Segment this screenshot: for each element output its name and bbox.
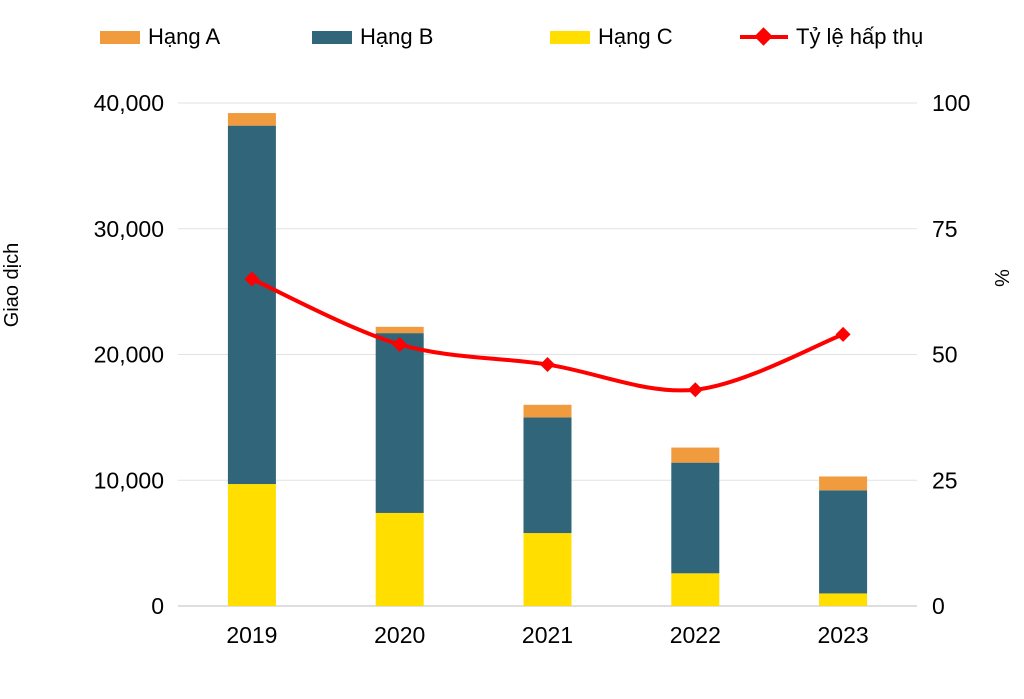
right-tick-25: 25 [932, 467, 958, 493]
legend-label-hang-b: Hạng B [360, 24, 434, 49]
legend-item-ty-le-hap-thu: Tỷ lệ hấp thụ [740, 24, 923, 50]
x-axis-label-2022: 2022 [670, 622, 721, 648]
bar-segment-2022-1 [671, 462, 720, 574]
bar-segment-2021-1 [523, 417, 572, 534]
bars [227, 113, 868, 606]
legend-swatch-hang-c [550, 30, 590, 44]
bar-segment-2019-0 [227, 113, 276, 126]
absorption-rate-line [244, 271, 851, 398]
right-tick-50: 50 [932, 342, 958, 368]
right-tick-0: 0 [932, 593, 945, 619]
legend-swatch-hang-a [100, 30, 140, 44]
chart-legend: Hạng A Hạng B Hạng C Tỷ lệ hấp thụ [0, 0, 1024, 60]
bar-segment-2023-2 [819, 593, 868, 606]
line-marker-2023 [835, 326, 851, 342]
bar-2021 [523, 404, 572, 606]
x-axis-label-2023: 2023 [818, 622, 869, 648]
legend-label-hang-a: Hạng A [148, 24, 221, 49]
line-marker-2021 [540, 357, 555, 373]
bar-2022 [671, 447, 720, 606]
legend-item-hang-b: Hạng B [312, 24, 433, 50]
bar-segment-2020-1 [375, 333, 424, 513]
legend-label-ty-le-hap-thu: Tỷ lệ hấp thụ [796, 24, 924, 49]
legend-swatch-hang-b [312, 30, 352, 44]
bar-2020 [375, 326, 424, 606]
left-tick-0: 0 [151, 593, 164, 619]
bar-segment-2020-0 [375, 326, 424, 334]
bar-segment-2022-0 [671, 447, 720, 463]
right-tick-100: 100 [932, 90, 970, 116]
right-axis-tick-labels: 0 25 50 75 100 [932, 90, 970, 619]
bar-2023 [819, 476, 868, 606]
x-axis-label-2019: 2019 [226, 622, 277, 648]
line-marker-2020 [392, 336, 408, 352]
bar-segment-2022-2 [671, 573, 720, 606]
left-tick-40,000: 40,000 [94, 90, 164, 116]
bar-segment-2021-2 [523, 533, 572, 606]
legend-item-hang-a: Hạng A [100, 24, 220, 50]
right-tick-75: 75 [932, 216, 958, 242]
absorption-line-path [251, 277, 844, 393]
line-marker-2022 [687, 382, 703, 398]
legend-item-hang-c: Hạng C [550, 24, 673, 50]
x-axis-label-2020: 2020 [374, 622, 425, 648]
line-marker-2019 [244, 271, 260, 287]
left-tick-20,000: 20,000 [94, 342, 164, 368]
left-tick-10,000: 10,000 [94, 467, 164, 493]
legend-diamond-icon [754, 27, 773, 46]
bar-segment-2019-1 [227, 125, 276, 485]
bar-segment-2023-0 [819, 476, 868, 491]
bar-2019 [227, 113, 276, 606]
legend-label-hang-c: Hạng C [598, 24, 673, 49]
legend-line-diamond-marker [740, 27, 788, 46]
bar-segment-2019-2 [227, 484, 276, 606]
right-axis-title: % [990, 269, 1012, 287]
left-axis-tick-labels: 0 10,000 20,000 30,000 40,000 [94, 90, 164, 619]
left-tick-30,000: 30,000 [94, 216, 164, 242]
bar-segment-2021-0 [523, 404, 572, 418]
left-axis-title: Giao dịch [1, 243, 23, 328]
x-axis-labels: 2019 2020 2021 2022 2023 [226, 622, 868, 648]
bar-segment-2020-2 [375, 512, 424, 606]
x-axis-label-2021: 2021 [522, 622, 573, 648]
bar-segment-2023-1 [819, 490, 868, 594]
